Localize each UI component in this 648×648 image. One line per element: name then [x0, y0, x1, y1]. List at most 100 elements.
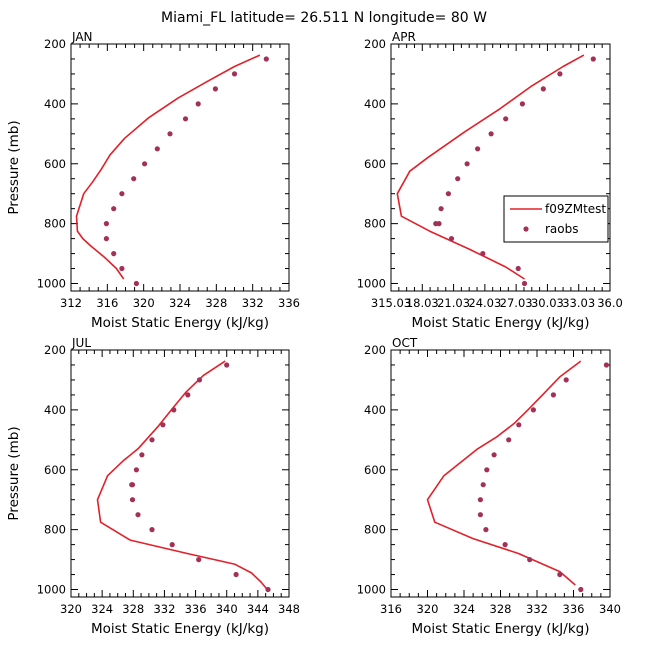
- raobs-point: [196, 557, 202, 563]
- y-tick-label: 400: [364, 403, 386, 417]
- raobs-point: [480, 482, 486, 488]
- x-tick-label: 332: [242, 296, 264, 310]
- raobs-point: [133, 280, 139, 287]
- legend-box: [503, 195, 609, 243]
- plot-frame: [390, 349, 611, 598]
- raobs-point: [171, 407, 177, 413]
- y-tick-label: 800: [364, 523, 386, 537]
- raobs-point: [149, 527, 155, 533]
- raobs-point: [160, 422, 166, 428]
- raobs-point: [142, 161, 148, 167]
- x-tick-label: 324: [453, 602, 475, 616]
- raobs-point: [119, 191, 125, 197]
- raobs-point: [488, 131, 494, 137]
- y-tick-label: 800: [44, 217, 66, 231]
- raobs-point: [445, 191, 451, 197]
- x-tick-label: 340: [599, 602, 621, 616]
- x-axis-label: Moist Static Energy (kJ/kg): [412, 621, 590, 637]
- x-tick-label: 348: [278, 602, 300, 616]
- raobs-point: [480, 251, 486, 257]
- raobs-point: [185, 392, 191, 398]
- raobs-point: [196, 377, 203, 383]
- x-tick-label: 36.0: [597, 296, 623, 310]
- raobs-point: [263, 56, 269, 62]
- raobs-point: [540, 86, 546, 92]
- x-tick-label: 344: [247, 602, 269, 616]
- raobs-point: [448, 236, 455, 242]
- x-tick-label: 328: [122, 602, 144, 616]
- legend-dot-swatch: [523, 226, 529, 232]
- x-tick-label: 332: [153, 602, 175, 616]
- raobs-point: [578, 586, 584, 593]
- x-tick-label: 312: [60, 296, 82, 310]
- y-tick-label: 1000: [37, 583, 66, 597]
- raobs-point: [603, 362, 610, 368]
- raobs-point: [502, 542, 508, 548]
- raobs-point: [563, 377, 569, 383]
- raobs-point: [521, 280, 528, 287]
- raobs-point: [506, 437, 512, 443]
- x-tick-label: 332: [526, 602, 548, 616]
- raobs-point: [550, 392, 557, 398]
- raobs-point: [503, 116, 509, 122]
- raobs-point: [119, 265, 125, 272]
- y-axis-label: Pressure (mb): [6, 426, 22, 520]
- figure-title: Miami_FL latitude= 26.511 N longitude= 8…: [161, 10, 487, 26]
- x-tick-label: 336: [278, 296, 300, 310]
- x-axis-label: Moist Static Energy (kJ/kg): [412, 315, 590, 331]
- raobs-point: [483, 527, 489, 533]
- raobs-point: [527, 557, 533, 563]
- raobs-point: [195, 101, 201, 107]
- raobs-point: [131, 176, 137, 182]
- raobs-point: [515, 265, 521, 272]
- y-tick-label: 1000: [357, 277, 386, 291]
- panel-jul: JUL 320 324 328 332 336 340 344 348 200 400 600 800 1…: [6, 336, 300, 637]
- y-tick-label: 400: [44, 403, 66, 417]
- x-tick-label: 320: [417, 602, 439, 616]
- x-tick-label: 30.03: [531, 296, 564, 310]
- raobs-point: [212, 86, 218, 92]
- y-tick-label: 1000: [37, 277, 66, 291]
- raobs-point: [111, 206, 117, 212]
- x-tick-label: 27.03: [500, 296, 533, 310]
- raobs-point: [224, 362, 230, 368]
- plot-frame: [70, 43, 290, 292]
- x-tick-label: 336: [563, 602, 585, 616]
- x-tick-label: 324: [169, 296, 191, 310]
- y-tick-label: 400: [44, 97, 66, 111]
- series-line-f09zmtest: [396, 54, 585, 280]
- raobs-point: [557, 571, 563, 578]
- y-tick-label: 200: [364, 343, 386, 357]
- y-tick-label: 600: [364, 463, 386, 477]
- raobs-point: [477, 497, 483, 503]
- raobs-point: [484, 467, 490, 473]
- raobs-point: [133, 467, 139, 473]
- raobs-point: [149, 437, 155, 443]
- panel-label: JAN: [71, 30, 93, 44]
- raobs-point: [530, 407, 537, 413]
- x-tick-label: 340: [216, 602, 238, 616]
- raobs-point: [590, 56, 596, 62]
- raobs-point: [111, 251, 117, 257]
- y-axis-label: Pressure (mb): [6, 120, 22, 214]
- raobs-point: [103, 236, 109, 242]
- x-tick-label: 18.03: [406, 296, 439, 310]
- plot-frame: [390, 43, 611, 292]
- raobs-point: [103, 221, 109, 227]
- raobs-point: [557, 71, 563, 77]
- y-tick-label: 800: [364, 217, 386, 231]
- raobs-point: [519, 101, 526, 107]
- y-tick-label: 400: [364, 97, 386, 111]
- x-tick-label: 320: [60, 602, 82, 616]
- x-tick-label: 320: [133, 296, 155, 310]
- y-tick-label: 600: [44, 157, 66, 171]
- y-tick-label: 200: [44, 37, 66, 51]
- x-tick-label: 33.03: [562, 296, 595, 310]
- raobs-point: [231, 71, 238, 77]
- x-tick-label: 328: [205, 296, 227, 310]
- raobs-point: [139, 452, 145, 458]
- raobs-point: [464, 161, 470, 167]
- x-tick-label: 324: [91, 602, 113, 616]
